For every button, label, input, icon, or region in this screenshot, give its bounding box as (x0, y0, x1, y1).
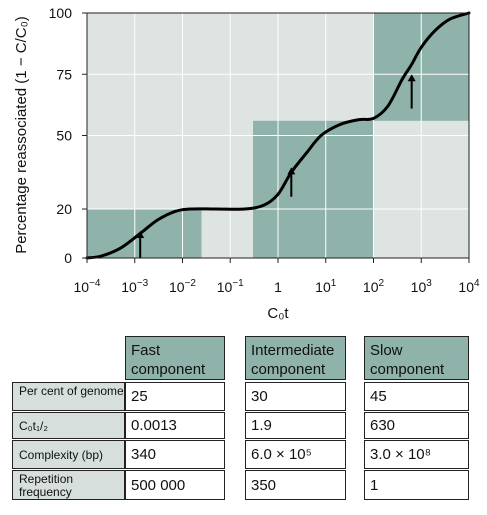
x-tick-label: 101 (315, 278, 337, 295)
table-cell: 1 (364, 470, 469, 500)
y-tick-label: 100 (49, 5, 73, 21)
y-tick-label: 75 (56, 66, 72, 82)
x-tick-label: 10−2 (169, 278, 196, 295)
header-line: Fast (131, 342, 161, 359)
fast-component-header: Fast component (125, 336, 225, 380)
y-tick-label: 0 (64, 250, 72, 266)
y-tick-label: 20 (56, 201, 72, 217)
header-line: component (251, 361, 326, 378)
row-label-percent-genome: Per cent of genome (12, 382, 125, 411)
row-label-complexity: Complexity (bp) (12, 440, 125, 469)
header-line: Slow (370, 342, 403, 359)
slow-component-header: Slow component (364, 336, 469, 380)
row-label-c0t-half: C₀t₁/₂ (12, 412, 125, 439)
x-tick-label: 10−4 (74, 278, 101, 295)
table-cell: 6.0 × 10⁵ (245, 440, 346, 469)
intermediate-component-header: Intermediate component (245, 336, 346, 380)
header-line: component (131, 361, 206, 378)
header-line: Intermediate (251, 342, 335, 359)
table-cell: 45 (364, 382, 469, 411)
x-tick-label: 103 (411, 278, 433, 295)
table-cell: 340 (125, 440, 225, 469)
component-region (87, 209, 202, 258)
x-tick-label: 102 (363, 278, 385, 295)
x-tick-label: 10−3 (121, 278, 148, 295)
table-cell: 3.0 × 10⁸ (364, 440, 469, 469)
y-axis-label: Percentage reassociated (1 − C/C₀) (13, 16, 30, 254)
table-cell: 500 000 (125, 470, 225, 500)
table-cell: 30 (245, 382, 346, 411)
x-axis-label: C₀t (267, 305, 289, 322)
component-region (253, 120, 374, 258)
x-tick-labels: 10−4 10−3 10−2 10−1 1 101 102 103 104 (74, 278, 481, 295)
x-tick-label: 10−1 (217, 278, 244, 295)
axes (82, 12, 470, 263)
header-line: component (370, 361, 445, 378)
y-tick-labels: 0 20 50 75 100 (49, 5, 73, 266)
table-cell: 25 (125, 382, 225, 411)
reassociation-chart: 10−4 10−3 10−2 10−1 1 101 102 103 104 0 20 50 75 100… (13, 5, 481, 322)
table-cell: 630 (364, 412, 469, 439)
x-tick-label: 104 (458, 278, 480, 295)
table-cell: 350 (245, 470, 346, 500)
row-label-repetition-frequency: Repetition frequency (12, 470, 125, 500)
table-cell: 1.9 (245, 412, 346, 439)
x-tick-label: 1 (274, 279, 282, 295)
arrow-head (287, 167, 296, 175)
y-tick-label: 50 (56, 128, 72, 144)
table-cell: 0.0013 (125, 412, 225, 439)
arrow-head (136, 231, 145, 239)
reassociation-curve (85, 11, 471, 260)
arrow-head (407, 74, 416, 82)
half-point-arrows (136, 74, 416, 258)
